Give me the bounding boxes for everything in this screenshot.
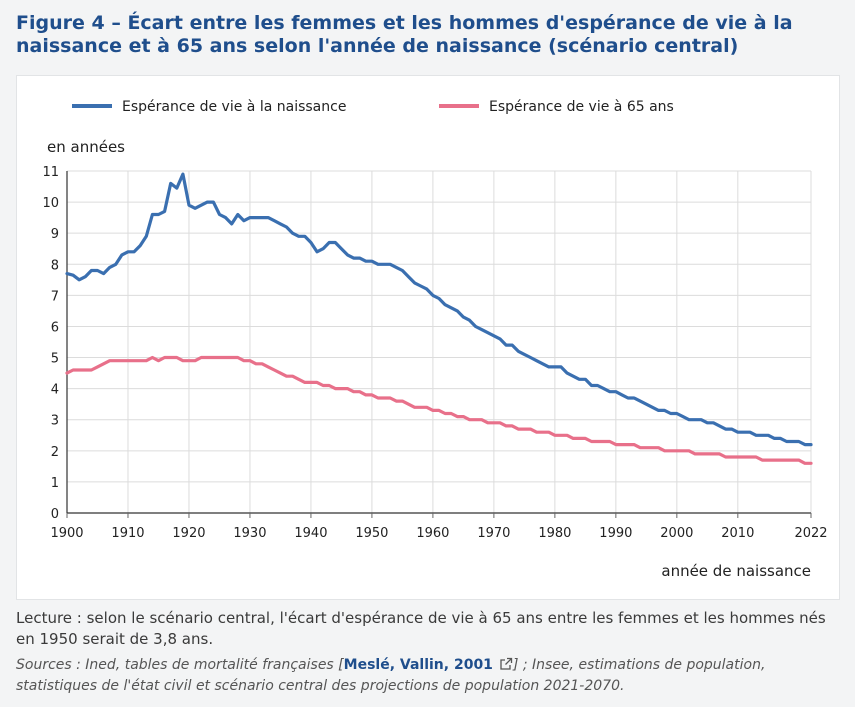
legend-label-1: Espérance de vie à la naissance — [122, 99, 346, 115]
x-tick-label-1940: 1940 — [294, 526, 327, 541]
y-tick-label-11: 11 — [42, 165, 59, 180]
y-axis-label: en années — [47, 138, 125, 156]
y-tick-label-9: 9 — [51, 227, 59, 242]
line-chart: Espérance de vie à la naissance Espérance… — [42, 99, 828, 580]
x-axis-label: année de naissance — [661, 562, 811, 580]
y-tick-label-6: 6 — [51, 320, 59, 335]
mesle-vallin-reference-link[interactable]: Meslé, Vallin, 2001 — [344, 657, 513, 673]
chart-series — [65, 172, 813, 465]
y-tick-label-0: 0 — [51, 507, 59, 522]
y-tick-label-3: 3 — [51, 414, 59, 429]
x-tick-label-2000: 2000 — [660, 526, 693, 541]
chart-card: Espérance de vie à la naissance Espérance… — [16, 75, 840, 600]
y-tick-label-4: 4 — [51, 383, 59, 398]
x-tick-label-1930: 1930 — [233, 526, 266, 541]
y-tick-label-2: 2 — [51, 445, 59, 460]
sources-suffix: ] ; Insee, estimations de population, st… — [16, 657, 766, 694]
x-tick-label-1980: 1980 — [538, 526, 571, 541]
legend-label-2: Espérance de vie à 65 ans — [489, 99, 674, 115]
reference-link-label: Meslé, Vallin, 2001 — [343, 657, 493, 673]
x-tick-label-1900: 1900 — [50, 526, 83, 541]
x-tick-label-1970: 1970 — [477, 526, 510, 541]
x-tick-label-1990: 1990 — [599, 526, 632, 541]
x-tick-label-1920: 1920 — [172, 526, 205, 541]
y-tick-label-10: 10 — [42, 196, 59, 211]
reading-note: Lecture : selon le scénario central, l'é… — [16, 609, 826, 648]
x-axis-ticks: 1900 1910 1920 1930 1940 1950 1960 1970 1980 1990… — [50, 513, 828, 541]
chart-legend: Espérance de vie à la naissance Espérance… — [72, 99, 674, 115]
chart-gridlines — [66, 170, 812, 514]
external-link-icon — [500, 657, 513, 670]
figure-title: Figure 4 – Écart entre les femmes et les… — [16, 12, 793, 57]
x-tick-label-2022: 2022 — [794, 526, 827, 541]
series-line-1 — [65, 172, 813, 447]
x-tick-label-1960: 1960 — [416, 526, 449, 541]
x-tick-label-1910: 1910 — [111, 526, 144, 541]
y-tick-label-1: 1 — [51, 476, 59, 491]
x-tick-label-2010: 2010 — [721, 526, 754, 541]
y-tick-label-5: 5 — [51, 352, 59, 367]
sources-note: Sources : Ined, tables de mortalité fran… — [16, 655, 836, 697]
sources-prefix: Sources : Ined, tables de mortalité fran… — [16, 657, 344, 673]
y-tick-label-7: 7 — [51, 289, 59, 304]
y-axis-ticks: 0 1 2 3 4 5 6 7 8 9 10 11 — [42, 165, 59, 522]
y-tick-label-8: 8 — [51, 258, 59, 273]
series-line-2 — [65, 355, 813, 465]
x-tick-label-1950: 1950 — [355, 526, 388, 541]
